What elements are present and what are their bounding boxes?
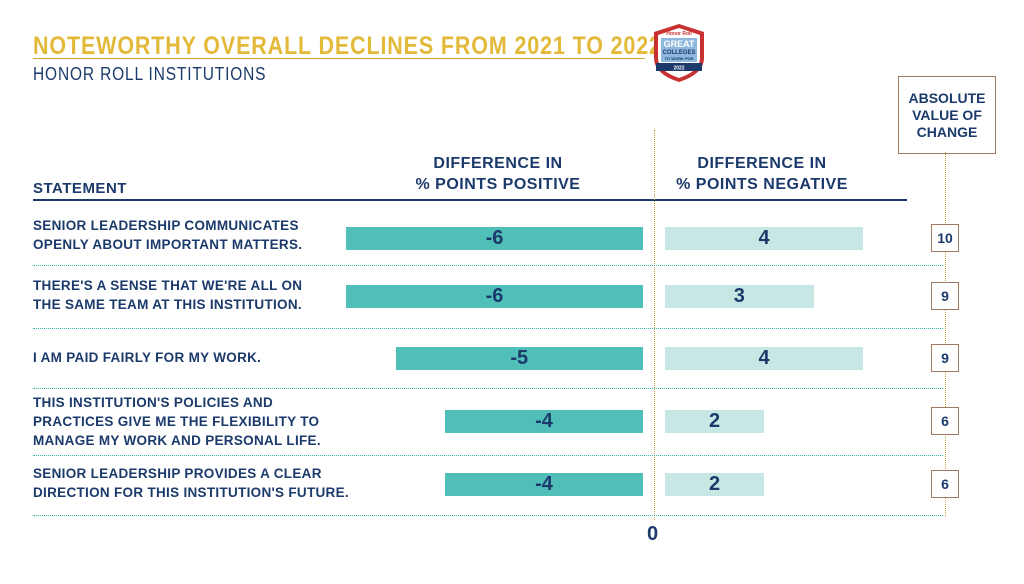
negative-difference-bar: 4 [665,226,863,250]
negative-difference-bar: 4 [665,346,863,370]
statement-label: THERE'S A SENSE THAT WE'RE ALL ON THE SA… [33,278,303,312]
badge-line1: GREAT [664,39,695,49]
absolute-value-label: 6 [941,476,949,492]
row-separator [33,265,943,266]
negative-difference-value: 4 [758,226,770,249]
negative-difference-value: 2 [708,409,721,432]
positive-difference-bar: -4 [445,472,643,496]
absolute-value-label: 10 [937,230,953,246]
statement-label: THIS INSTITUTION'S POLICIES AND PRACTICE… [33,395,321,448]
negative-column-header: DIFFERENCE IN % POINTS NEGATIVE [676,155,848,193]
statement-label: SENIOR LEADERSHIP COMMUNICATES OPENLY AB… [33,218,303,252]
absolute-value-guide-line [945,152,946,517]
positive-difference-bar: -4 [445,409,643,433]
negative-difference-bar: 2 [665,472,764,496]
statement-label: SENIOR LEADERSHIP PROVIDES A CLEAR DIREC… [33,466,349,500]
absolute-value-label: 9 [941,350,949,366]
title-rule [33,58,645,59]
zero-axis-line [654,130,655,520]
positive-difference-bar: -6 [346,284,643,308]
negative-difference-value: 2 [708,472,721,495]
absolute-value-label: 9 [941,288,949,304]
header-rule [33,199,907,201]
row-separator [33,388,943,389]
great-colleges-badge: Honor Roll GREAT COLLEGES TO WORK FOR 20… [654,24,704,82]
positive-column-header: DIFFERENCE IN % POINTS POSITIVE [415,155,581,193]
row-separator [33,515,943,516]
chart-title: NOTEWORTHY OVERALL DECLINES FROM 2021 TO… [33,32,662,60]
positive-difference-bar: -5 [395,346,643,370]
absolute-value-box: 9 [931,344,959,372]
positive-difference-value: -6 [485,226,504,249]
row-separator [33,455,943,456]
absolute-value-box: 10 [931,224,959,252]
zero-axis-label: 0 [647,523,659,545]
statement-column-header: STATEMENT [33,180,127,197]
negative-difference-bar: 2 [665,409,764,433]
positive-difference-value: -4 [535,472,553,495]
badge-year: 2022 [673,66,684,72]
absolute-value-header: ABSOLUTE VALUE OF CHANGE [898,76,996,154]
negative-difference-bar: 3 [665,284,814,308]
badge-line2: COLLEGES [662,50,695,56]
absolute-value-header-label: ABSOLUTE VALUE OF CHANGE [908,89,986,140]
positive-difference-value: -6 [485,284,504,307]
positive-difference-value: -4 [535,409,553,432]
badge-line3: TO WORK FOR [665,56,694,61]
negative-difference-value: 4 [758,346,770,369]
chart-subtitle: HONOR ROLL INSTITUTIONS [33,64,267,84]
absolute-value-box: 9 [931,282,959,310]
positive-difference-value: -5 [510,346,529,369]
positive-difference-bar: -6 [346,226,643,250]
badge-top-text: Honor Roll [666,31,692,37]
absolute-value-box: 6 [931,470,959,498]
absolute-value-box: 6 [931,407,959,435]
absolute-value-label: 6 [941,413,949,429]
statement-label: I AM PAID FAIRLY FOR MY WORK. [33,350,262,365]
negative-difference-value: 3 [733,284,745,307]
row-separator [33,328,943,329]
